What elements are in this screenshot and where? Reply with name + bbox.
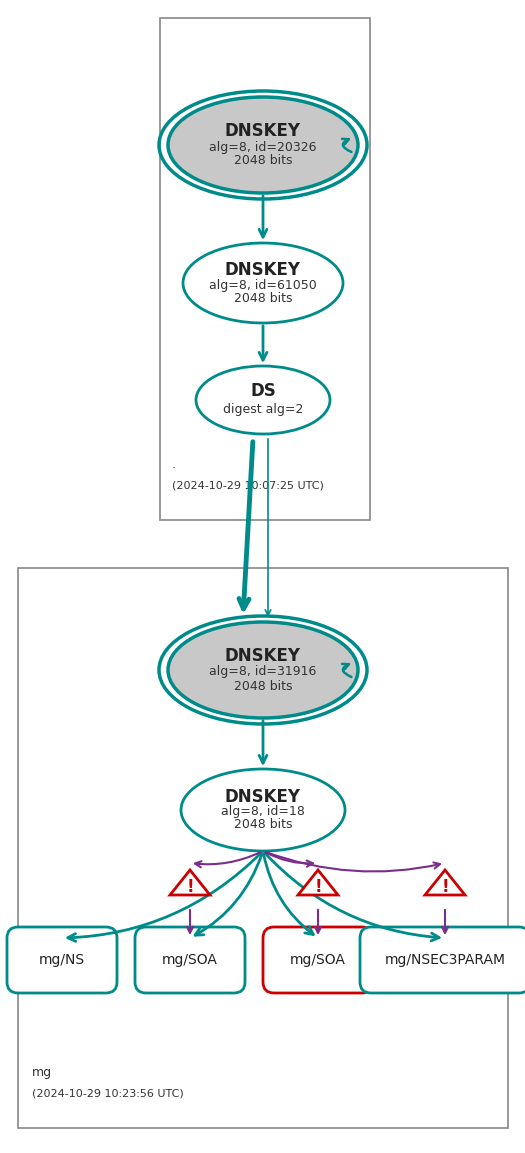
Text: mg/SOA: mg/SOA — [290, 954, 346, 967]
Ellipse shape — [183, 243, 343, 323]
Text: DNSKEY: DNSKEY — [225, 122, 301, 140]
FancyBboxPatch shape — [7, 927, 117, 993]
Ellipse shape — [196, 366, 330, 434]
Text: mg/SOA: mg/SOA — [162, 954, 218, 967]
Text: !: ! — [314, 877, 322, 896]
FancyBboxPatch shape — [360, 927, 525, 993]
Text: DS: DS — [250, 382, 276, 400]
FancyBboxPatch shape — [263, 927, 373, 993]
Text: !: ! — [441, 877, 449, 896]
Text: .: . — [172, 458, 176, 470]
Text: 2048 bits: 2048 bits — [234, 155, 292, 167]
Text: alg=8, id=18: alg=8, id=18 — [221, 806, 305, 819]
Text: 2048 bits: 2048 bits — [234, 679, 292, 693]
Text: mg/NSEC3PARAM: mg/NSEC3PARAM — [384, 954, 506, 967]
Polygon shape — [425, 871, 465, 895]
Bar — [18, 568, 508, 1128]
Ellipse shape — [181, 769, 345, 851]
Text: alg=8, id=31916: alg=8, id=31916 — [209, 665, 317, 678]
Text: alg=8, id=20326: alg=8, id=20326 — [209, 141, 317, 153]
Ellipse shape — [168, 97, 358, 193]
FancyBboxPatch shape — [135, 927, 245, 993]
Text: digest alg=2: digest alg=2 — [223, 402, 303, 415]
Text: mg/NS: mg/NS — [39, 954, 85, 967]
Text: DNSKEY: DNSKEY — [225, 787, 301, 806]
Ellipse shape — [168, 621, 358, 718]
Text: !: ! — [186, 877, 194, 896]
Text: (2024-10-29 10:23:56 UTC): (2024-10-29 10:23:56 UTC) — [32, 1088, 184, 1098]
Bar — [160, 18, 370, 520]
Polygon shape — [298, 871, 338, 895]
Text: mg: mg — [32, 1067, 52, 1079]
Text: DNSKEY: DNSKEY — [225, 647, 301, 665]
Text: (2024-10-29 10:07:25 UTC): (2024-10-29 10:07:25 UTC) — [172, 480, 324, 490]
Text: 2048 bits: 2048 bits — [234, 292, 292, 304]
Text: 2048 bits: 2048 bits — [234, 819, 292, 831]
Polygon shape — [170, 871, 210, 895]
Text: alg=8, id=61050: alg=8, id=61050 — [209, 279, 317, 292]
Text: DNSKEY: DNSKEY — [225, 261, 301, 279]
